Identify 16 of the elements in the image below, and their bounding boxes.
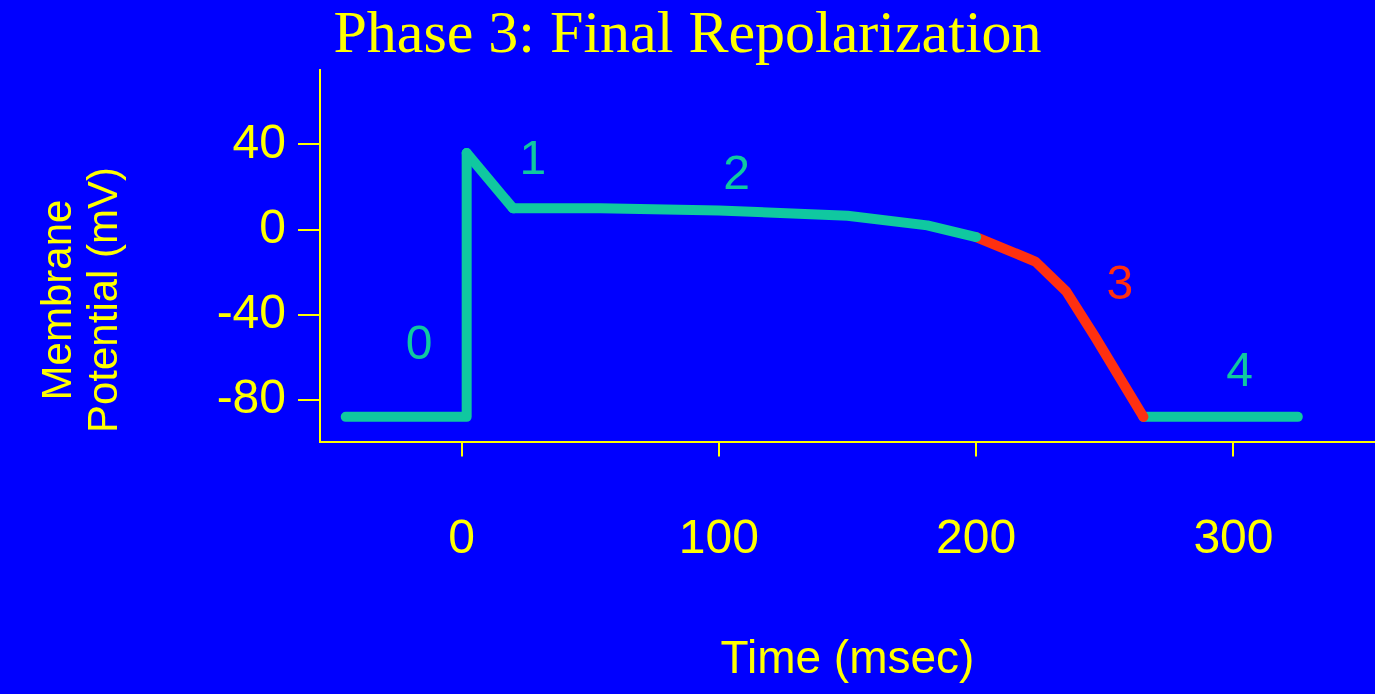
- series-label: 1: [519, 130, 547, 184]
- series-label: 2: [723, 145, 750, 199]
- y-tick-label: -40: [216, 284, 286, 338]
- x-tick-label: 200: [936, 510, 1017, 564]
- x-tick-label: 300: [1193, 510, 1274, 564]
- series-label: 4: [1226, 343, 1253, 397]
- y-tick-label: -80: [216, 370, 286, 424]
- x-axis-title: Time (msec): [719, 630, 976, 684]
- y-axis-title: Membrane Potential (mV): [33, 165, 126, 436]
- series-label: 0: [405, 316, 433, 370]
- chart-title: Phase 3: Final Repolarization: [332, 0, 1043, 65]
- series-label: 3: [1106, 256, 1134, 310]
- y-tick-label: 40: [232, 114, 286, 168]
- x-tick-label: 100: [678, 510, 759, 564]
- x-tick-label: 0: [448, 510, 475, 564]
- y-tick-label: 0: [259, 199, 286, 253]
